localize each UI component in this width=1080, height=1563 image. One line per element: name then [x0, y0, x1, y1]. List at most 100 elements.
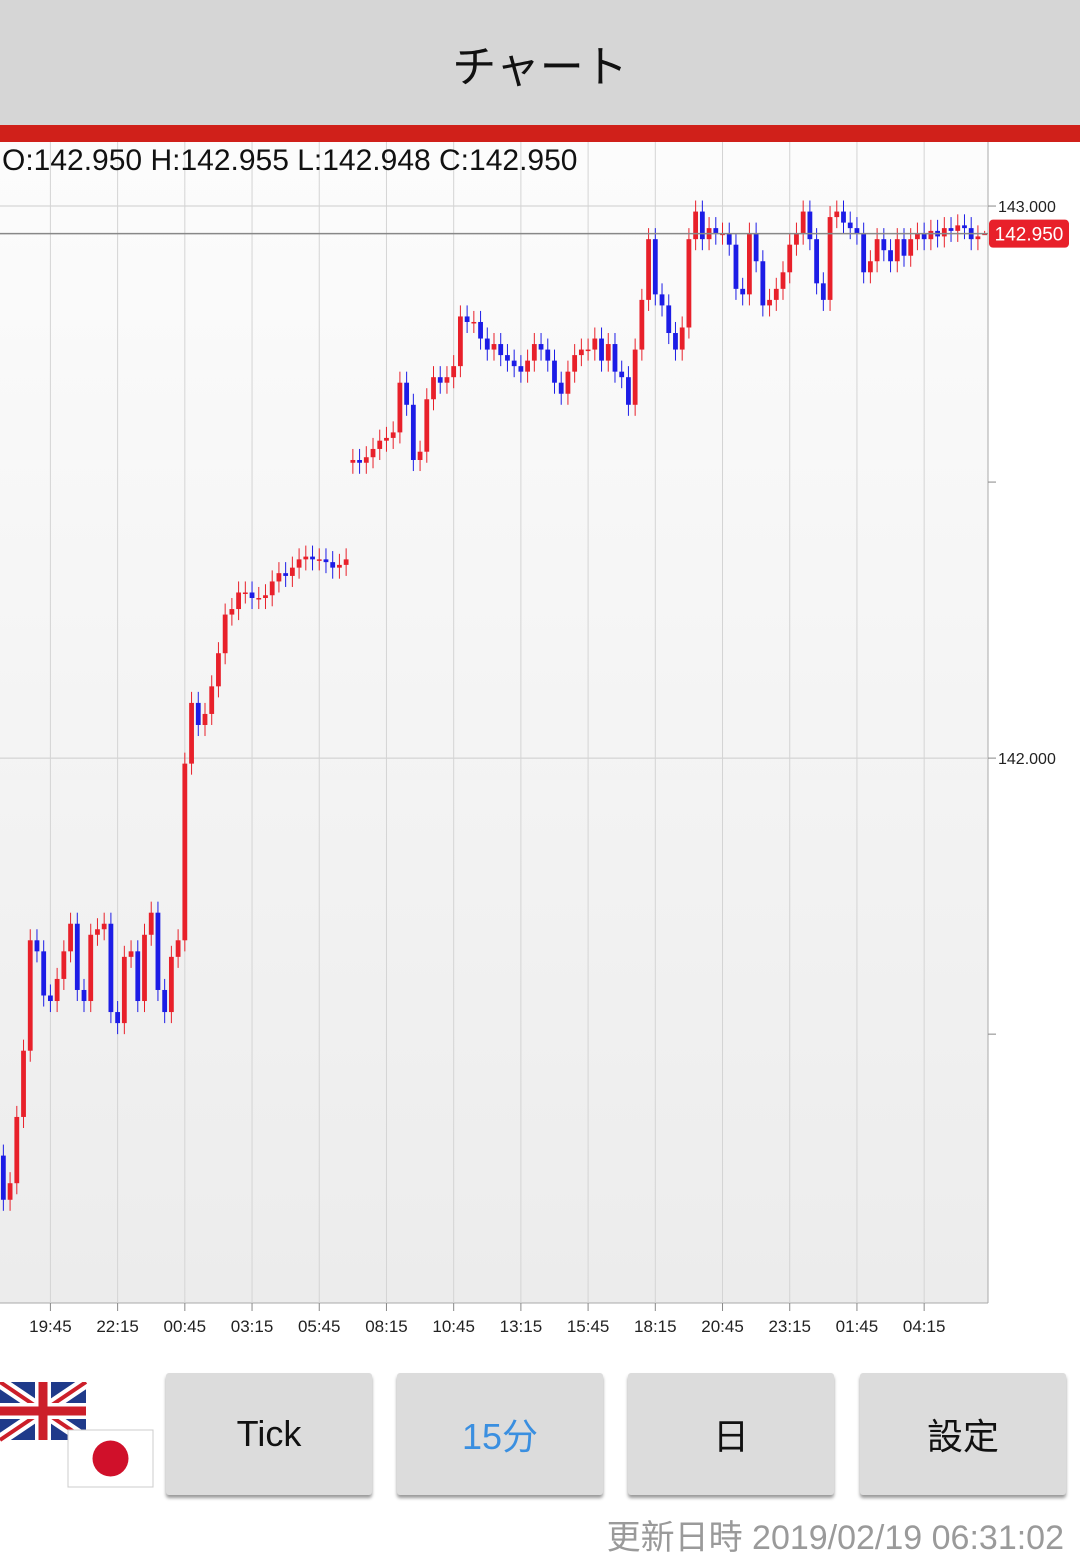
candle-body [222, 614, 228, 654]
x-tick-label: 15:45 [567, 1317, 610, 1336]
candle-body [283, 573, 289, 576]
candle-body [323, 559, 329, 563]
candle-body [444, 377, 450, 383]
candle-body [713, 228, 719, 234]
candle-body [518, 366, 524, 372]
candle-body [296, 559, 302, 568]
candle-body [915, 233, 920, 240]
day-button[interactable]: 日 [628, 1373, 834, 1495]
candle-body [182, 763, 188, 941]
candle-body [612, 344, 618, 372]
candle-body [121, 956, 127, 1024]
candle-body [807, 211, 813, 240]
x-tick-label: 01:45 [836, 1317, 879, 1336]
candle-body [747, 233, 752, 295]
candle-body [437, 377, 443, 383]
candle-body [592, 338, 598, 350]
candle-body [572, 355, 578, 372]
candle-body [471, 321, 477, 324]
candle-body [384, 437, 389, 441]
candle-body [417, 451, 423, 460]
candle-body [88, 934, 94, 1002]
candle-body [599, 338, 604, 361]
candle-body [236, 592, 241, 610]
candle-body [54, 978, 60, 1002]
update-value: 2019/02/19 06:31:02 [752, 1519, 1064, 1557]
candle-body [135, 951, 141, 1002]
candle-body [794, 233, 799, 245]
candle-body [41, 951, 47, 996]
candle-body [585, 349, 591, 352]
y-tick-label: 142.000 [998, 751, 1056, 768]
candle-body [451, 366, 457, 378]
candle-body [800, 211, 806, 234]
x-tick-label: 23:15 [768, 1317, 811, 1336]
candle-body [760, 261, 766, 306]
candle-body [101, 923, 107, 930]
candle-body [390, 432, 396, 438]
candle-body [666, 305, 672, 334]
accent-bar [0, 125, 1080, 142]
candle-body [289, 567, 295, 576]
15min-button[interactable]: 15分 [397, 1373, 603, 1495]
x-tick-label: 13:15 [500, 1317, 543, 1336]
candle-body [148, 912, 154, 935]
ohlc-readout: O:142.950 H:142.955 L:142.948 C:142.950 [2, 144, 578, 177]
candle-body [168, 956, 174, 1013]
candle-body [370, 448, 376, 458]
candle-body [928, 230, 934, 240]
candle-body [646, 239, 651, 300]
candle-body [787, 244, 793, 273]
candle-body [975, 236, 981, 240]
candle-body [908, 239, 914, 256]
candle-body [276, 573, 282, 582]
app-header: チャート [0, 0, 1080, 125]
candle-body [847, 222, 853, 229]
candle-body [74, 923, 80, 990]
candle-body [619, 371, 625, 378]
header-title: チャート [452, 41, 628, 93]
candle-body [128, 951, 134, 957]
candle-body [377, 440, 383, 449]
chart: 143.000 142.000 19:45 22:15 00:45 03:15 05:45 0… [0, 142, 1069, 1336]
settings-button[interactable]: 設定 [860, 1373, 1066, 1495]
candle-body [464, 316, 470, 322]
candle-body [175, 940, 181, 957]
candle-body [303, 556, 309, 560]
candle-body [861, 233, 867, 273]
tick-button[interactable]: Tick [166, 1373, 372, 1495]
candle-body [699, 211, 705, 240]
candle-body [854, 228, 860, 234]
candle-body [404, 382, 410, 405]
last-price-tag [989, 219, 1069, 248]
candle-body [162, 989, 168, 1013]
candle-body [397, 382, 403, 433]
candle-body [14, 1116, 20, 1184]
candle-body [605, 344, 611, 361]
candle-body [726, 233, 732, 245]
candle-body [7, 1183, 13, 1200]
japan-flag [67, 1429, 154, 1488]
candle-body [962, 225, 967, 229]
candle-body [310, 556, 315, 560]
candle-body [538, 344, 544, 350]
candle-body [256, 598, 262, 600]
candle-body [108, 923, 114, 1013]
candle-body [552, 360, 557, 383]
candle-body [202, 713, 208, 725]
x-tick-label: 00:45 [164, 1317, 207, 1336]
candle-body [350, 459, 356, 463]
candle-body [948, 228, 954, 231]
candle-body [0, 1155, 6, 1200]
candle-body [142, 934, 147, 1002]
candle-body [484, 338, 490, 350]
candle-body [189, 702, 194, 764]
candle-body [505, 355, 510, 361]
y-tick-label: 143.000 [998, 199, 1056, 216]
candle-body [686, 239, 692, 328]
candle-body [457, 316, 463, 367]
x-tick-label: 08:15 [365, 1317, 408, 1336]
candle-body [525, 360, 531, 372]
candle-body [679, 327, 685, 350]
